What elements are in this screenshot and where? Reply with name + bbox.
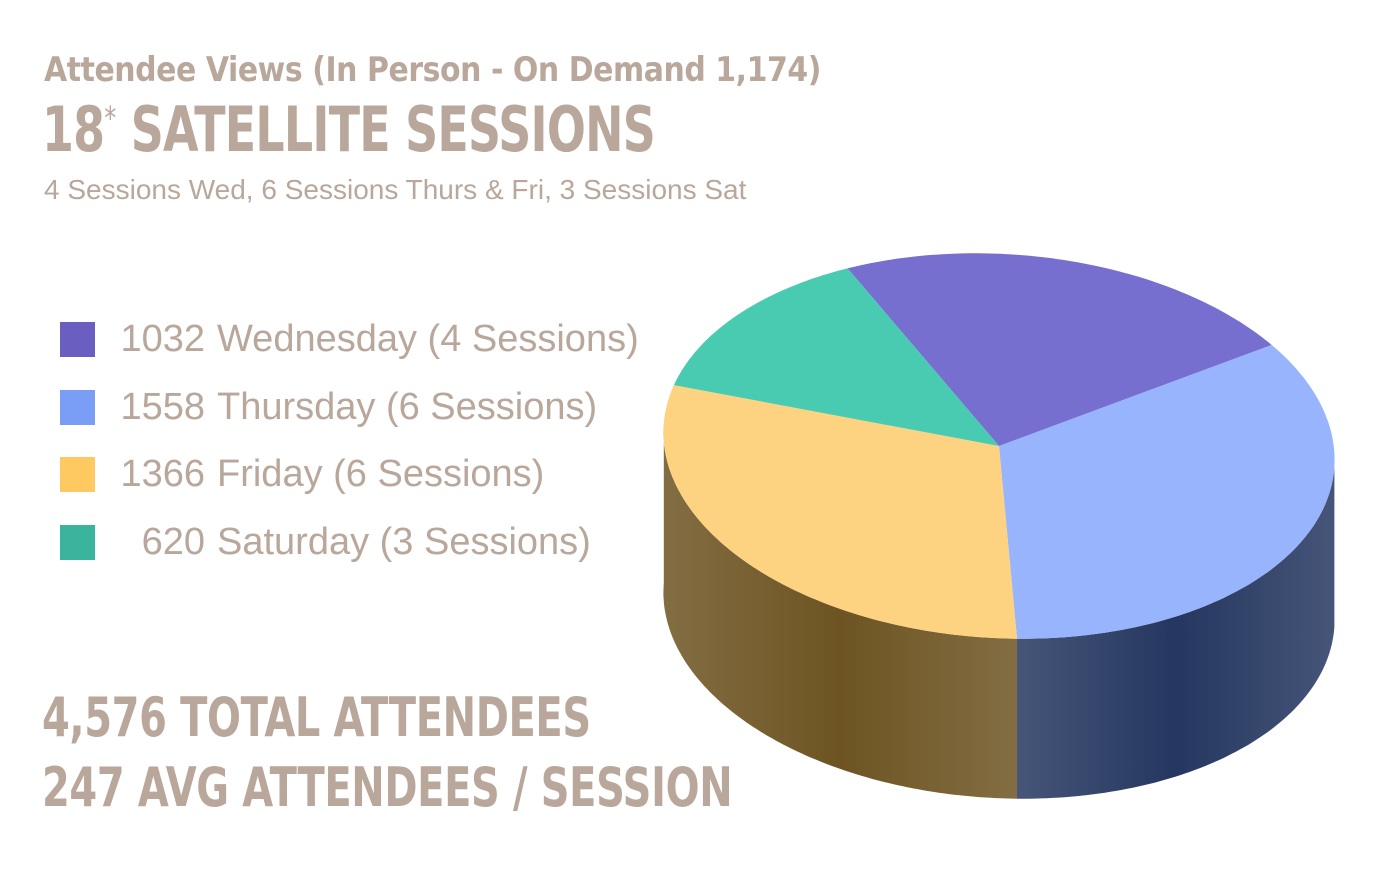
avg-attendees: 247 Avg Attendees / Session xyxy=(42,756,733,819)
pie-side-friday xyxy=(663,423,1017,799)
title-count: 18 xyxy=(42,93,105,166)
pie-top xyxy=(663,253,1335,639)
chart-supertitle: Attendee Views (In Person - On Demand 1,… xyxy=(44,50,821,90)
legend-item-thursday: 1558 Thursday (6 Sessions) xyxy=(60,374,639,442)
legend-value-saturday: 620 xyxy=(141,520,205,563)
legend: 1032 Wednesday (4 Sessions) 1558 Thursda… xyxy=(60,306,639,576)
legend-item-friday: 1366 Friday (6 Sessions) xyxy=(60,441,639,509)
pie-slice-thursday xyxy=(999,345,1335,639)
legend-value-wednesday: 1032 xyxy=(120,318,205,361)
legend-label-thursday: Thursday (6 Sessions) xyxy=(217,385,598,428)
legend-item-wednesday: 1032 Wednesday (4 Sessions) xyxy=(60,306,639,374)
legend-label-wednesday: Wednesday (4 Sessions) xyxy=(217,318,639,361)
chart-title: 18* Satellite Sessions xyxy=(42,93,656,166)
legend-swatch-saturday xyxy=(60,524,95,560)
pie-side-thursday xyxy=(1017,466,1335,799)
pie-slice-saturday xyxy=(673,268,999,446)
legend-value-friday: 1366 xyxy=(120,453,205,496)
legend-swatch-wednesday xyxy=(60,322,95,358)
legend-swatch-thursday xyxy=(60,389,95,425)
pie-sides xyxy=(663,423,1335,799)
pie-slice-wednesday xyxy=(847,253,1272,446)
legend-swatch-friday xyxy=(60,457,95,493)
total-attendees: 4,576 Total Attendees xyxy=(42,686,591,749)
legend-item-saturday: 620 Saturday (3 Sessions) xyxy=(60,509,639,577)
legend-value-thursday: 1558 xyxy=(120,385,205,428)
legend-label-friday: Friday (6 Sessions) xyxy=(217,453,545,496)
title-asterisk: * xyxy=(104,99,116,137)
legend-label-saturday: Saturday (3 Sessions) xyxy=(217,520,591,563)
title-text: Satellite Sessions xyxy=(115,93,656,166)
chart-subtitle: 4 Sessions Wed, 6 Sessions Thurs & Fri, … xyxy=(44,174,747,205)
pie-slice-friday xyxy=(663,385,1017,639)
